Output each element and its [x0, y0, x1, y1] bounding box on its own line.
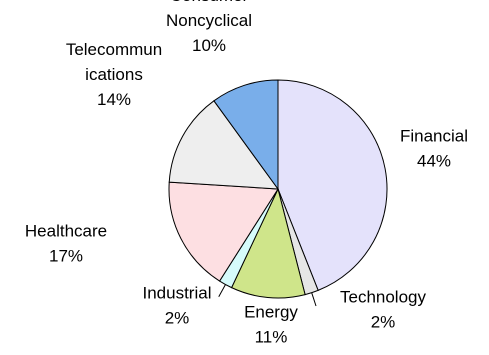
slice-label-telecommunications: Telecommun ications 14% — [66, 40, 162, 109]
slice-label-consumernoncyclical: Consumer Noncyclical 10% — [166, 0, 252, 55]
leader-line-technology — [311, 292, 317, 307]
slice-percent: 2% — [371, 313, 396, 332]
slice-percent: 14% — [97, 90, 131, 109]
slice-name: Financial — [400, 127, 468, 146]
slice-label-technology: Technology 2% — [340, 288, 427, 332]
pie-slice-consumernoncyclical — [213, 79, 279, 191]
slice-name: Consumer — [170, 0, 249, 5]
slice-name: Technology — [340, 288, 427, 307]
leader-line-industrial — [218, 284, 226, 298]
slice-label-industrial: Industrial 2% — [143, 284, 212, 328]
slice-name: Telecommun — [66, 40, 162, 59]
slice-percent: 17% — [49, 247, 83, 266]
pie-slice-healthcare — [168, 181, 279, 282]
slice-percent: 2% — [165, 309, 190, 328]
pie-slice-financial — [277, 79, 388, 291]
slices-layer — [168, 79, 388, 299]
slice-name: Industrial — [143, 284, 212, 303]
slice-name: Noncyclical — [166, 11, 252, 30]
labels-layer: Financial 44% Technology 2% Energy 11% Industr… — [25, 0, 468, 347]
pie-slice-energy — [230, 187, 306, 299]
slice-name: Energy — [244, 303, 298, 322]
pie-slice-telecommunications — [168, 100, 280, 190]
slice-label-healthcare: Healthcare 17% — [25, 222, 107, 266]
slice-percent: 11% — [255, 328, 288, 347]
slice-percent: 44% — [417, 152, 451, 171]
slice-percent: 10% — [192, 36, 226, 55]
slice-label-energy: Energy 11% — [244, 303, 298, 347]
leader-lines-layer — [218, 284, 317, 307]
slice-name: Healthcare — [25, 222, 107, 241]
slice-name: ications — [85, 65, 143, 84]
slice-label-financial: Financial 44% — [400, 127, 468, 171]
